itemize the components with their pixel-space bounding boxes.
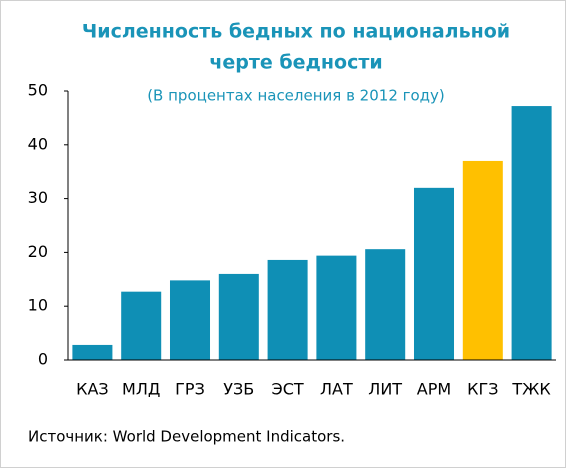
chart-title: черте бедности [209, 52, 382, 74]
y-tick-label: 0 [38, 350, 48, 369]
y-tick-label: 50 [28, 81, 48, 100]
bar [413, 187, 455, 360]
bar [121, 291, 162, 360]
bar [365, 249, 406, 360]
bar [316, 255, 357, 360]
bar [218, 273, 259, 360]
x-tick-label: ЛАТ [320, 380, 353, 399]
x-tick-label: АРМ [417, 380, 451, 399]
bar [72, 344, 113, 360]
y-tick-label: 30 [28, 188, 48, 207]
chart-subtitle: (В процентах населения в 2012 году) [147, 87, 445, 105]
x-tick-label: УЗБ [223, 380, 254, 399]
x-tick-label: ЭСТ [272, 380, 304, 399]
y-tick-label: 40 [28, 134, 48, 153]
x-tick-label: ТЖК [511, 380, 551, 399]
x-tick-label: ГРЗ [175, 380, 205, 399]
bar [462, 160, 503, 360]
y-tick-label: 10 [28, 296, 48, 315]
x-tick-label: КАЗ [76, 380, 109, 399]
source-note: Источник: World Development Indicators. [28, 428, 345, 446]
chart-title: Численность бедных по национальной [82, 21, 510, 43]
bar [511, 106, 552, 361]
x-tick-label: ЛИТ [368, 380, 402, 399]
y-tick-label: 20 [28, 242, 48, 261]
x-tick-label: МЛД [122, 380, 160, 399]
x-tick-label: КГЗ [467, 380, 498, 399]
bar [169, 280, 211, 360]
bar [267, 259, 308, 360]
